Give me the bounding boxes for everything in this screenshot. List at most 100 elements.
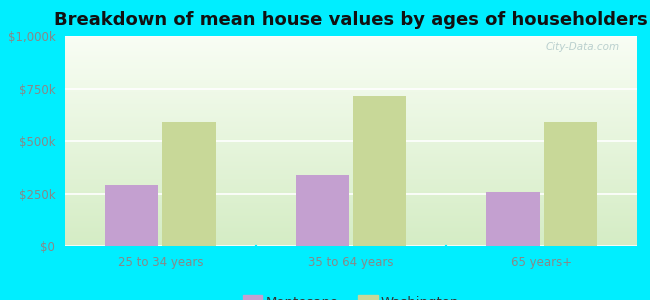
Bar bbox=[65, 169, 637, 170]
Bar bbox=[65, 177, 637, 178]
Bar bbox=[65, 244, 637, 245]
Bar bbox=[65, 242, 637, 243]
Bar bbox=[65, 104, 637, 105]
Bar bbox=[65, 103, 637, 104]
Bar bbox=[65, 114, 637, 115]
Bar bbox=[65, 225, 637, 226]
Bar bbox=[65, 185, 637, 186]
Bar bbox=[65, 53, 637, 54]
Bar bbox=[105, 185, 159, 246]
Bar bbox=[65, 162, 637, 163]
Bar bbox=[65, 198, 637, 199]
Bar bbox=[65, 136, 637, 137]
Bar bbox=[65, 214, 637, 215]
Bar bbox=[65, 93, 637, 94]
Bar bbox=[65, 134, 637, 135]
Bar bbox=[65, 81, 637, 82]
Bar bbox=[65, 127, 637, 128]
Bar bbox=[65, 175, 637, 176]
Bar bbox=[65, 42, 637, 44]
Bar bbox=[65, 159, 637, 160]
Bar bbox=[65, 194, 637, 195]
Bar bbox=[65, 179, 637, 180]
Bar bbox=[65, 61, 637, 62]
Bar bbox=[65, 190, 637, 191]
Bar bbox=[65, 37, 637, 38]
Bar bbox=[65, 172, 637, 173]
Bar bbox=[65, 68, 637, 69]
Bar bbox=[65, 241, 637, 242]
Bar bbox=[65, 191, 637, 193]
Bar bbox=[162, 122, 216, 246]
Bar bbox=[65, 243, 637, 244]
Bar bbox=[65, 186, 637, 187]
Bar bbox=[65, 240, 637, 241]
Bar bbox=[65, 220, 637, 221]
Bar bbox=[65, 116, 637, 117]
Bar bbox=[65, 145, 637, 146]
Bar bbox=[65, 156, 637, 157]
Bar bbox=[65, 82, 637, 83]
Bar bbox=[65, 54, 637, 55]
Bar bbox=[65, 56, 637, 57]
Bar bbox=[65, 77, 637, 78]
Bar bbox=[65, 84, 637, 86]
Bar bbox=[65, 120, 637, 121]
Bar bbox=[65, 102, 637, 103]
Bar bbox=[65, 59, 637, 60]
Bar bbox=[65, 203, 637, 204]
Bar bbox=[65, 95, 637, 96]
Bar bbox=[65, 228, 637, 229]
Bar bbox=[65, 151, 637, 152]
Bar bbox=[65, 167, 637, 168]
Bar bbox=[65, 97, 637, 98]
Bar bbox=[65, 168, 637, 169]
Bar bbox=[65, 98, 637, 99]
Bar bbox=[65, 235, 637, 236]
Bar bbox=[65, 79, 637, 80]
Bar bbox=[65, 99, 637, 100]
Legend: Montesano, Washington: Montesano, Washington bbox=[238, 290, 464, 300]
Bar bbox=[65, 63, 637, 64]
Bar bbox=[65, 109, 637, 110]
Bar bbox=[65, 232, 637, 233]
Bar bbox=[65, 121, 637, 122]
Bar bbox=[65, 209, 637, 210]
Bar bbox=[65, 166, 637, 167]
Bar bbox=[65, 184, 637, 185]
Bar bbox=[65, 158, 637, 159]
Bar bbox=[65, 182, 637, 183]
Bar bbox=[65, 206, 637, 207]
Bar bbox=[65, 226, 637, 227]
Bar bbox=[65, 132, 637, 133]
Bar bbox=[353, 96, 406, 246]
Bar bbox=[65, 161, 637, 162]
Text: City-Data.com: City-Data.com bbox=[546, 42, 620, 52]
Bar bbox=[65, 205, 637, 206]
Bar bbox=[65, 137, 637, 138]
Bar bbox=[65, 149, 637, 151]
Bar bbox=[65, 201, 637, 202]
Bar bbox=[65, 147, 637, 148]
Bar bbox=[65, 110, 637, 111]
Bar bbox=[65, 229, 637, 230]
Bar bbox=[65, 238, 637, 239]
Bar bbox=[65, 74, 637, 75]
Bar bbox=[65, 180, 637, 181]
Bar bbox=[65, 230, 637, 231]
Bar bbox=[65, 122, 637, 123]
Bar bbox=[65, 152, 637, 153]
Bar bbox=[65, 222, 637, 223]
Bar bbox=[65, 100, 637, 101]
Bar bbox=[65, 187, 637, 188]
Bar bbox=[65, 112, 637, 113]
Bar bbox=[65, 41, 637, 42]
Bar bbox=[65, 245, 637, 246]
Bar bbox=[65, 189, 637, 190]
Bar bbox=[65, 101, 637, 102]
Bar bbox=[65, 64, 637, 65]
Bar bbox=[65, 133, 637, 134]
Bar bbox=[65, 210, 637, 211]
Bar bbox=[65, 88, 637, 90]
Bar bbox=[65, 154, 637, 155]
